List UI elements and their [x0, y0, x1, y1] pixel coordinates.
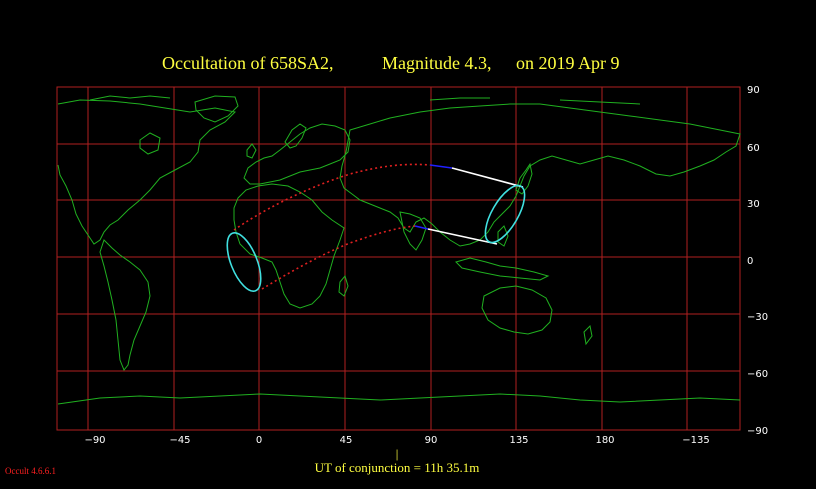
- coast-australia: [481, 285, 553, 335]
- sunrise-ellipse: [226, 232, 262, 292]
- coast-japan: [515, 162, 533, 195]
- coast-hudson: [139, 132, 161, 155]
- version-label: Occult 4.6.6.1: [5, 466, 56, 476]
- coast-scandinavia: [284, 123, 307, 149]
- x-tick-label: 90: [425, 435, 438, 446]
- y-tick-label: 90: [747, 85, 760, 96]
- coast-africa: [233, 183, 345, 309]
- coast-uk: [246, 143, 257, 159]
- y-tick-label: 30: [747, 199, 760, 210]
- coast-north-america: [57, 99, 237, 245]
- coast-new-zealand: [583, 324, 593, 346]
- x-tick-label: 180: [595, 435, 614, 446]
- y-axis-labels: 90 60 30 0 −30 −60 −90: [747, 85, 768, 437]
- y-tick-label: 60: [747, 143, 760, 154]
- path-south-blue: [414, 225, 429, 230]
- coast-greenland: [194, 95, 239, 123]
- coast-arctic-islands: [89, 95, 641, 105]
- graticule: [57, 87, 740, 430]
- map-border: [56, 86, 741, 431]
- coast-india: [399, 211, 427, 251]
- coast-indonesia: [455, 257, 550, 281]
- coast-philippines: [497, 225, 509, 247]
- coast-europe: [243, 123, 351, 185]
- occultation-path: [226, 163, 526, 292]
- x-tick-label: −135: [682, 435, 709, 446]
- path-south-visible: [427, 228, 498, 245]
- conjunction-text: UT of conjunction = 11h 35.1m: [315, 460, 480, 475]
- coast-madagascar: [338, 274, 349, 297]
- coast-south-america: [99, 239, 151, 371]
- x-tick-label: 135: [509, 435, 528, 446]
- coast-antarctica: [57, 393, 741, 405]
- sunset-ellipse: [484, 184, 526, 244]
- coastlines: [57, 95, 741, 405]
- y-tick-label: −30: [747, 312, 768, 323]
- x-tick-label: −45: [169, 435, 190, 446]
- path-north-visible: [451, 167, 524, 188]
- x-tick-label: 45: [340, 435, 353, 446]
- path-north-blue: [429, 164, 453, 169]
- y-tick-label: 0: [747, 256, 753, 267]
- x-tick-label: −90: [84, 435, 105, 446]
- y-tick-label: −90: [747, 426, 768, 437]
- title-date: on 2019 Apr 9: [516, 53, 620, 73]
- title-magnitude: Magnitude 4.3,: [382, 53, 492, 73]
- title-object: Occultation of 658SA2,: [162, 53, 333, 73]
- x-axis-labels: −90 −45 0 45 90 135 180 −135: [84, 435, 709, 446]
- conjunction-marker: |: [396, 446, 399, 461]
- coast-asia: [339, 103, 741, 247]
- map-frame: [56, 86, 741, 431]
- y-tick-label: −60: [747, 369, 768, 380]
- x-tick-label: 0: [256, 435, 262, 446]
